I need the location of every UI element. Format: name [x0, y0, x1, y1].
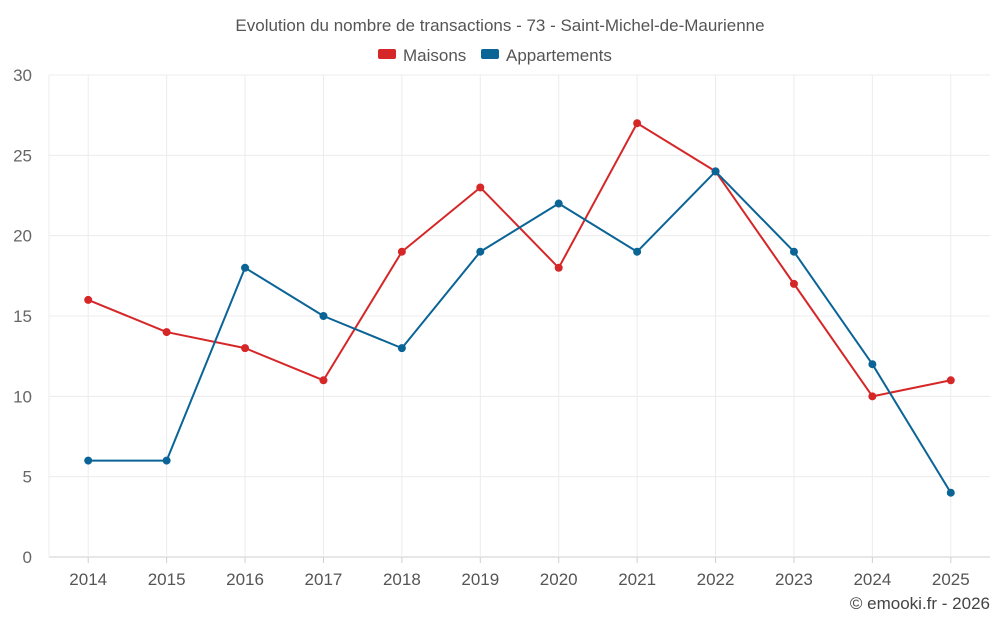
x-tick-label: 2021 — [618, 570, 656, 589]
point-maisons-2014[interactable] — [84, 295, 93, 304]
y-tick-label: 0 — [23, 548, 32, 567]
x-tick-label: 2024 — [853, 570, 891, 589]
x-axis: 2014 2015 2016 2017 2018 2019 2020 2021 2022 2023… — [69, 557, 970, 589]
x-tick-label: 2016 — [226, 570, 264, 589]
y-tick-label: 30 — [13, 66, 32, 85]
point-appartements-2016[interactable] — [241, 263, 250, 272]
y-tick-label: 5 — [23, 468, 32, 487]
point-appartements-2021[interactable] — [633, 247, 642, 256]
x-tick-label: 2020 — [540, 570, 578, 589]
point-maisons-2017[interactable] — [319, 376, 328, 385]
x-tick-label: 2025 — [932, 570, 970, 589]
y-tick-label: 15 — [13, 307, 32, 326]
x-tick-label: 2017 — [305, 570, 343, 589]
point-maisons-2019[interactable] — [476, 183, 485, 192]
series-group — [84, 119, 955, 497]
point-appartements-2015[interactable] — [162, 456, 171, 465]
point-maisons-2025[interactable] — [946, 376, 955, 385]
x-tick-label: 2014 — [69, 570, 107, 589]
y-tick-label: 10 — [13, 387, 32, 406]
legend-swatch-maisons — [378, 49, 396, 59]
point-maisons-2018[interactable] — [397, 247, 406, 256]
point-maisons-2023[interactable] — [789, 279, 798, 288]
point-appartements-2018[interactable] — [397, 344, 406, 353]
point-maisons-2016[interactable] — [241, 344, 250, 353]
x-tick-label: 2019 — [461, 570, 499, 589]
legend-label-appartements[interactable]: Appartements — [506, 46, 612, 65]
y-axis: 0 5 10 15 20 25 30 — [13, 66, 32, 567]
y-tick-label: 25 — [13, 146, 32, 165]
point-maisons-2020[interactable] — [554, 263, 563, 272]
point-appartements-2022[interactable] — [711, 167, 720, 176]
point-appartements-2014[interactable] — [84, 456, 93, 465]
x-tick-label: 2015 — [148, 570, 186, 589]
legend: Maisons Appartements — [378, 46, 612, 65]
x-tick-label: 2022 — [697, 570, 735, 589]
chart-title: Evolution du nombre de transactions - 73… — [235, 16, 764, 35]
series-line-maisons — [87, 122, 951, 398]
series-line-appartements — [88, 170, 952, 494]
gridlines — [48, 74, 990, 558]
point-appartements-2025[interactable] — [946, 488, 955, 497]
credit-text: © emooki.fr - 2026 — [850, 594, 990, 613]
point-maisons-2024[interactable] — [868, 392, 877, 401]
point-appartements-2024[interactable] — [868, 360, 877, 369]
point-maisons-2015[interactable] — [162, 328, 171, 337]
point-maisons-2021[interactable] — [633, 119, 642, 128]
point-appartements-2017[interactable] — [319, 312, 328, 320]
x-tick-label: 2023 — [775, 570, 813, 589]
x-tick-label: 2018 — [383, 570, 421, 589]
point-appartements-2023[interactable] — [789, 247, 798, 256]
point-appartements-2019[interactable] — [476, 247, 485, 256]
legend-label-maisons[interactable]: Maisons — [403, 46, 466, 65]
y-tick-label: 20 — [13, 227, 32, 246]
legend-swatch-appartements — [481, 49, 499, 59]
point-appartements-2020[interactable] — [554, 199, 563, 208]
